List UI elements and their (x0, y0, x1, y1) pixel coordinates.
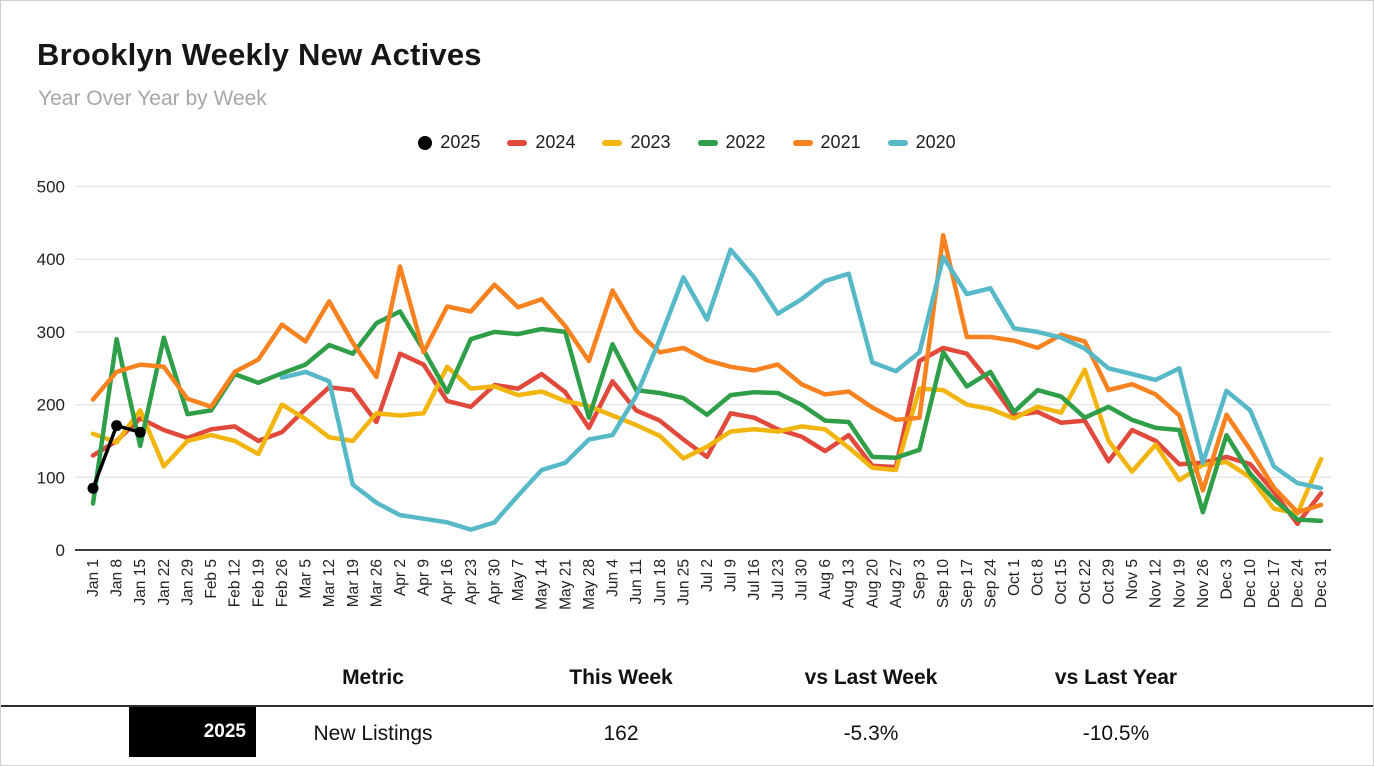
x-tick-label: Apr 16 (439, 559, 456, 605)
x-tick-label: Jan 1 (85, 559, 102, 597)
legend-bar-marker (792, 139, 813, 146)
legend-label: 2021 (820, 132, 861, 152)
data-point-2025 (87, 482, 99, 494)
x-tick-label: Aug 13 (841, 559, 858, 608)
col-header-metric: Metric (342, 666, 404, 689)
x-tick-label: Nov 26 (1195, 559, 1212, 608)
x-tick-label: Mar 12 (321, 559, 338, 607)
x-tick-label: Mar 26 (368, 559, 385, 607)
table-divider (1, 705, 1373, 707)
col-header-this-week: This Week (569, 666, 673, 689)
legend-label: 2020 (915, 132, 956, 152)
page-title: Brooklyn Weekly New Actives (37, 37, 482, 72)
x-tick-label: Oct 8 (1030, 559, 1047, 596)
x-tick-label: Dec 10 (1242, 559, 1259, 608)
x-tick-label: Dec 3 (1219, 559, 1236, 600)
x-tick-label: Apr 9 (416, 559, 433, 596)
x-tick-label: Jul 16 (746, 559, 763, 600)
legend-item-2024[interactable]: 2024 (507, 132, 575, 153)
x-tick-label: Dec 24 (1289, 559, 1306, 608)
x-tick-label: Apr 30 (486, 559, 503, 605)
x-tick-label: Oct 1 (1006, 559, 1023, 596)
x-tick-label: Jan 8 (109, 559, 126, 597)
cell-vs-last-week: -5.3% (843, 722, 899, 745)
x-tick-label: Sep 24 (982, 559, 999, 609)
x-tick-label: Jun 18 (652, 559, 669, 606)
x-tick-label: Jan 22 (156, 559, 173, 606)
x-tick-label: Jun 25 (675, 559, 692, 606)
x-tick-label: Feb 12 (227, 559, 244, 607)
x-tick-label: Sep 17 (959, 559, 976, 608)
x-tick-label: Nov 19 (1171, 559, 1188, 608)
series-line-2021 (90, 232, 1324, 515)
cell-vs-last-year: -10.5% (1082, 722, 1150, 745)
chart-legend: 2025 2024 2023 2022 2021 2020 (1, 132, 1373, 153)
x-tick-label: Apr 2 (392, 559, 409, 596)
x-tick-label: Jul 2 (699, 559, 716, 592)
legend-bar-marker (697, 139, 718, 146)
col-header-vs-last-year: vs Last Year (1054, 666, 1178, 689)
page-subtitle: Year Over Year by Week (38, 87, 267, 110)
chart-canvas: 0 100 200 300 400 500 Jan 1 Jan 8 Jan 15 Jan 22 Ja… (37, 178, 1331, 610)
legend-circle-marker (418, 135, 433, 150)
x-tick-label: Jun 4 (605, 559, 622, 597)
x-tick-label: Jan 15 (132, 559, 149, 606)
x-tick-label: Feb 26 (274, 559, 291, 607)
y-tick-label: 300 (37, 323, 65, 342)
x-tick-label: Feb 19 (250, 559, 267, 607)
x-tick-label: Jun 11 (628, 559, 645, 604)
series-line-2023 (90, 364, 1324, 516)
y-tick-label: 200 (37, 396, 65, 415)
x-tick-label: Apr 23 (463, 559, 480, 605)
x-tick-label: May 28 (581, 559, 598, 610)
row-year-badge: 2025 (129, 707, 256, 757)
data-point-2025 (134, 426, 146, 438)
y-tick-label: 500 (37, 178, 65, 197)
x-tick-label: May 7 (510, 559, 527, 601)
cell-metric: New Listings (313, 722, 433, 745)
x-tick-label: Sep 3 (912, 559, 929, 600)
x-tick-label: Nov 5 (1124, 559, 1141, 600)
x-tick-label: Jul 30 (793, 559, 810, 601)
x-tick-label: Aug 6 (817, 559, 834, 600)
legend-label: 2022 (725, 132, 766, 152)
legend-item-2023[interactable]: 2023 (602, 132, 671, 153)
legend-bar-marker (602, 139, 623, 146)
x-tick-label: Dec 17 (1266, 559, 1283, 608)
legend-label: 2023 (630, 132, 671, 152)
y-tick-label: 0 (56, 541, 65, 560)
cell-this-week: 162 (603, 722, 639, 745)
legend-label: 2025 (440, 132, 481, 152)
x-tick-label: Mar 5 (298, 559, 315, 599)
x-tick-label: Sep 10 (935, 559, 952, 609)
x-tick-label: Oct 15 (1053, 559, 1070, 605)
x-tick-label: Nov 12 (1148, 559, 1165, 608)
x-tick-label: May 14 (534, 559, 551, 610)
x-tick-label: Jul 9 (723, 559, 740, 592)
series-line-2022 (90, 309, 1324, 524)
y-tick-label: 400 (37, 250, 65, 269)
legend-item-2020[interactable]: 2020 (887, 132, 956, 153)
x-tick-label: Aug 20 (864, 559, 881, 609)
x-tick-label: May 21 (557, 559, 574, 610)
col-header-vs-last-week: vs Last Week (804, 666, 938, 689)
legend-bar-marker (887, 139, 908, 146)
x-tick-label: Dec 31 (1313, 559, 1330, 608)
y-tick-label: 100 (37, 468, 65, 487)
x-tick-label: Feb 5 (203, 559, 220, 599)
legend-item-2022[interactable]: 2022 (697, 132, 766, 153)
data-point-2025 (111, 420, 123, 432)
x-tick-label: Jul 23 (770, 559, 787, 600)
x-tick-label: Mar 19 (345, 559, 362, 607)
legend-bar-marker (507, 139, 528, 146)
x-tick-label: Oct 29 (1100, 559, 1117, 605)
x-tick-label: Aug 27 (888, 559, 905, 608)
legend-label: 2024 (535, 132, 576, 152)
x-tick-label: Oct 22 (1077, 559, 1094, 605)
series-line-2020 (279, 247, 1324, 532)
legend-item-2021[interactable]: 2021 (792, 132, 861, 153)
legend-item-2025[interactable]: 2025 (418, 132, 480, 153)
x-tick-label: Jan 29 (179, 559, 196, 606)
